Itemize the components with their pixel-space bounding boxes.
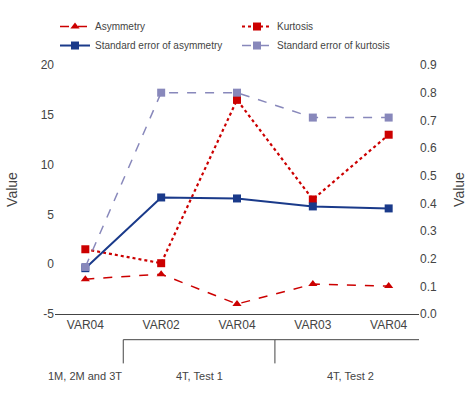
svg-text:0.9: 0.9 (420, 58, 437, 72)
svg-text:VAR03: VAR03 (294, 318, 331, 332)
svg-text:0.5: 0.5 (420, 169, 437, 183)
svg-text:0.2: 0.2 (420, 252, 437, 266)
svg-text:VAR04: VAR04 (67, 318, 104, 332)
svg-text:10: 10 (41, 158, 55, 172)
svg-text:Standard error of kurtosis: Standard error of kurtosis (277, 40, 390, 51)
svg-text:VAR04: VAR04 (370, 318, 407, 332)
svg-text:4T, Test 2: 4T, Test 2 (327, 370, 374, 382)
svg-text:0.1: 0.1 (420, 280, 437, 294)
svg-text:VAR04: VAR04 (218, 318, 255, 332)
svg-text:4T, Test 1: 4T, Test 1 (176, 370, 223, 382)
svg-text:20: 20 (41, 58, 55, 72)
svg-text:0.0: 0.0 (420, 307, 437, 321)
svg-text:0: 0 (47, 257, 54, 271)
svg-text:0.3: 0.3 (420, 224, 437, 238)
svg-text:VAR02: VAR02 (143, 318, 180, 332)
svg-text:Standard error of asymmetry: Standard error of asymmetry (95, 40, 222, 51)
svg-text:0.6: 0.6 (420, 141, 437, 155)
svg-text:0.4: 0.4 (420, 197, 437, 211)
svg-text:Asymmetry: Asymmetry (95, 21, 145, 32)
svg-text:Kurtosis: Kurtosis (277, 21, 313, 32)
svg-text:-5: -5 (43, 307, 54, 321)
svg-text:1M, 2M and 3T: 1M, 2M and 3T (48, 370, 122, 382)
svg-text:Value: Value (451, 172, 467, 207)
svg-text:Value: Value (4, 172, 20, 207)
svg-text:0.8: 0.8 (420, 86, 437, 100)
svg-text:15: 15 (41, 108, 55, 122)
svg-text:0.7: 0.7 (420, 114, 437, 128)
svg-text:5: 5 (47, 208, 54, 222)
